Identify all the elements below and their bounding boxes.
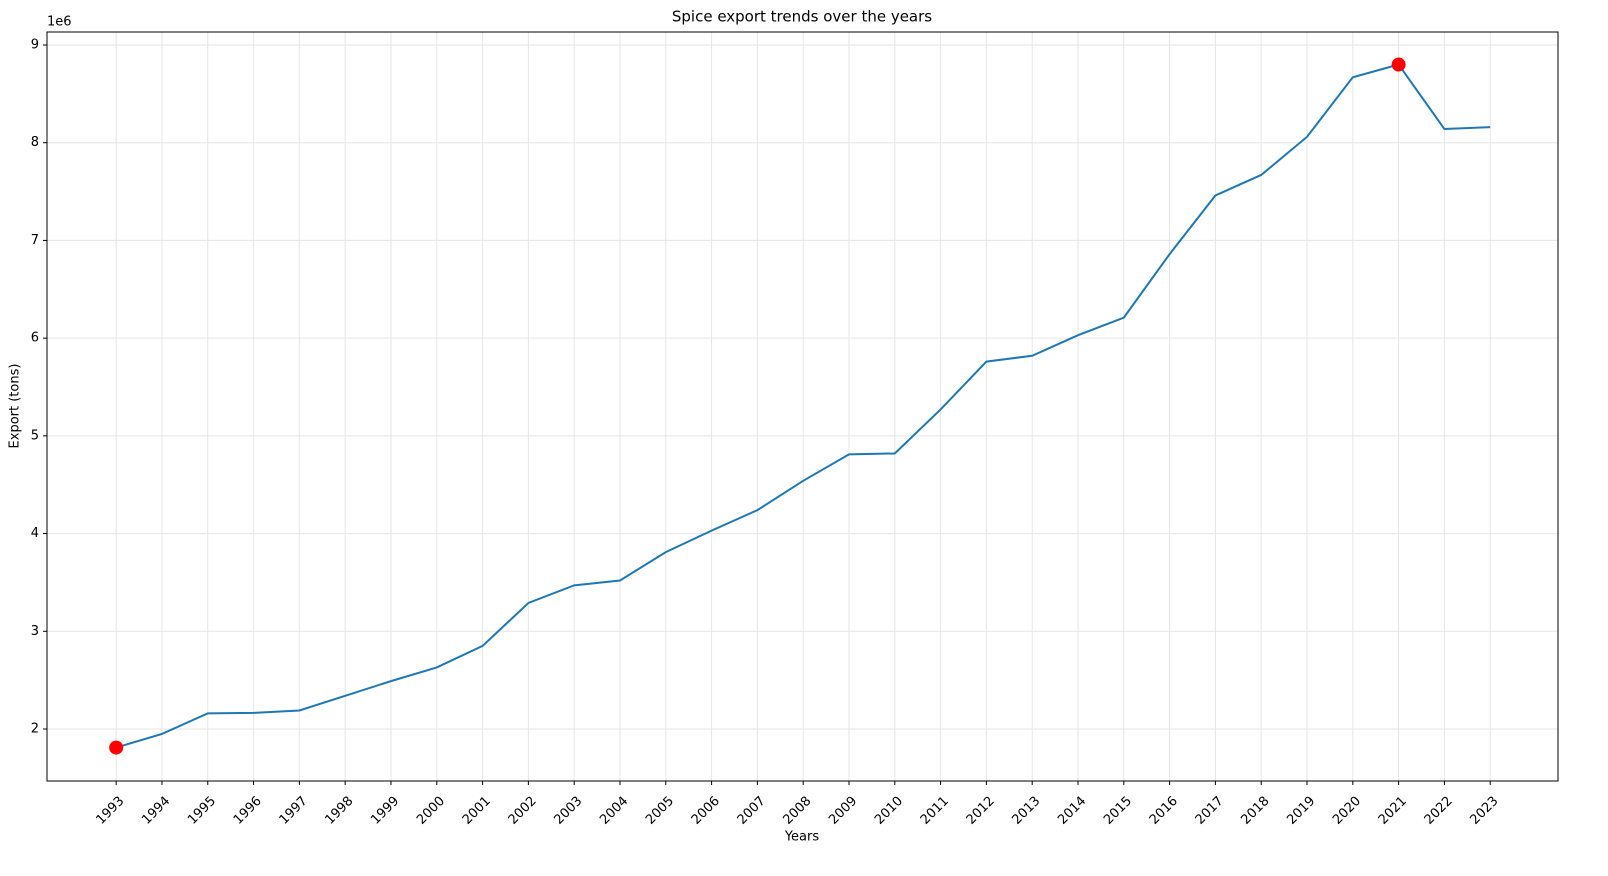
x-tick-label: 2007 [735,794,769,828]
x-tick-label: 2001 [460,794,494,828]
y-tick-label: 4 [31,526,39,541]
x-tick-label: 2006 [689,794,723,828]
x-tick-label: 2022 [1422,794,1456,828]
x-tick-label: 2004 [597,794,631,828]
y-tick-label: 6 [31,331,39,346]
x-tick-label: 2012 [964,794,998,828]
x-tick-label: 2020 [1330,794,1364,828]
x-tick-label: 2008 [780,794,814,828]
x-tick-label: 2019 [1284,794,1318,828]
x-tick-label: 2010 [872,794,906,828]
x-tick-label: 2013 [1009,794,1043,828]
x-tick-label: 1994 [139,794,173,828]
x-tick-label: 2021 [1376,794,1410,828]
highlight-marker [109,740,124,755]
x-tick-label: 2003 [551,794,585,828]
x-tick-label: 2009 [826,794,860,828]
y-tick-label: 9 [31,37,39,52]
y-tick-label: 3 [31,624,39,639]
x-tick-label: 1998 [322,794,356,828]
line-series [115,63,1491,749]
plot-frame [46,31,1559,782]
y-offset-label: 1e6 [47,15,72,30]
x-tick-label: 2005 [643,794,677,828]
y-tick-label: 5 [31,428,39,443]
x-tick-label: 1993 [93,794,127,828]
x-tick-label: 1996 [231,794,265,828]
highlight-marker [1391,57,1406,72]
y-tick-label: 8 [31,135,39,150]
x-tick-label: 2014 [1055,794,1089,828]
y-axis-label: Export (tons) [8,364,23,449]
x-tick-label: 1997 [277,794,311,828]
chart-title: Spice export trends over the years [672,8,932,26]
x-tick-label: 2000 [414,794,448,828]
x-tick-label: 1995 [185,794,219,828]
y-tick-label: 7 [31,233,39,248]
x-tick-label: 2018 [1239,794,1273,828]
x-tick-label: 2011 [918,794,952,828]
x-tick-label: 2017 [1193,794,1227,828]
y-tick-label: 2 [31,722,39,737]
x-tick-label: 2016 [1147,794,1181,828]
x-tick-label: 2015 [1101,794,1135,828]
x-tick-label: 1999 [368,794,402,828]
x-axis-label: Years [784,830,820,845]
x-tick-label: 2002 [506,794,540,828]
x-tick-label: 2023 [1468,794,1502,828]
